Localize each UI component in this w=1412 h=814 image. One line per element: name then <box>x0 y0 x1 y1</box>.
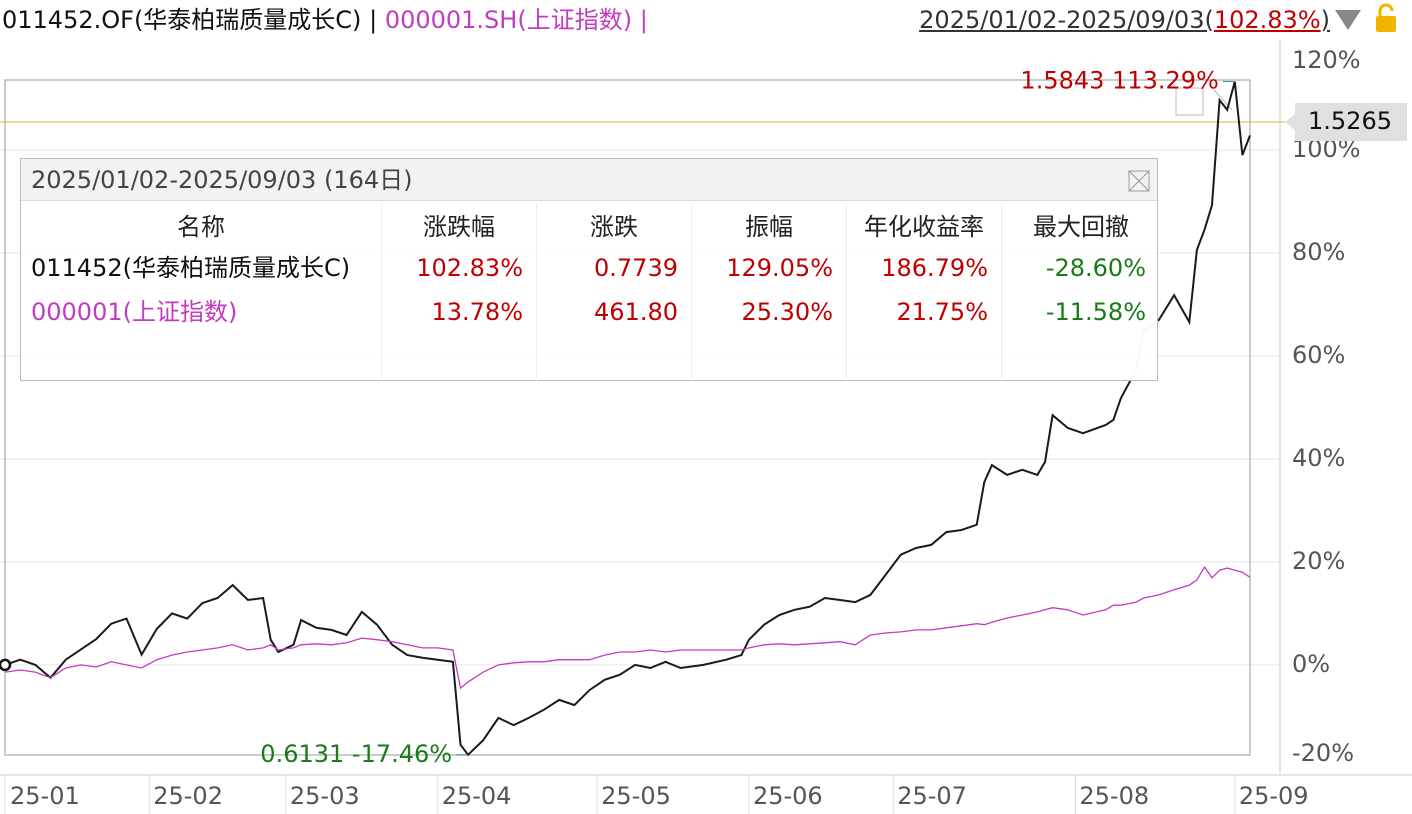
x-tick-label: 25-05 <box>601 782 671 810</box>
table-value: 21.75% <box>896 298 988 326</box>
x-tick-label: 25-09 <box>1239 782 1309 810</box>
annotation: 1.5843 113.29% <box>1020 67 1218 95</box>
column-header: 年化收益率 <box>864 213 984 241</box>
x-tick-label: 25-06 <box>753 782 823 810</box>
series-line <box>4 565 1251 690</box>
y-tick-label: 20% <box>1292 547 1345 575</box>
table-value: 13.78% <box>431 298 523 326</box>
panel-title: 2025/01/02-2025/09/03 (164日) <box>21 159 1157 201</box>
current-value-pointer <box>1285 114 1295 130</box>
table-value: -11.58% <box>1045 298 1146 326</box>
series-line <box>4 81 1251 757</box>
summary-panel: 2025/01/02-2025/09/03 (164日) 名称 涨跌幅 涨跌 振幅 年化… <box>20 158 1158 381</box>
lock-shackle <box>1378 3 1394 16</box>
column-separator <box>381 203 382 381</box>
table-value: 102.83% <box>416 254 523 282</box>
annotation: 0.6131 -17.46% <box>260 740 452 768</box>
column-header: 最大回撤 <box>1033 213 1129 241</box>
table-value: 25.30% <box>741 298 833 326</box>
column-separator <box>846 203 847 381</box>
period-close: ) <box>1320 6 1330 34</box>
table-value: 0.7739 <box>594 254 678 282</box>
column-header: 名称 <box>177 213 225 241</box>
separator: | <box>369 6 378 34</box>
row-name: 011452(华泰柏瑞质量成长C) <box>31 254 351 282</box>
legend: 011452.OF(华泰柏瑞质量成长C) | 000001.SH(上证指数) | <box>2 3 648 37</box>
column-separator <box>1001 203 1002 381</box>
table-value: -28.60% <box>1045 254 1146 282</box>
y-tick-label: 0% <box>1292 650 1330 678</box>
y-tick-label: -20% <box>1292 739 1354 767</box>
column-separator <box>536 203 537 381</box>
current-value: 1.5265 <box>1308 107 1392 135</box>
current-value-box <box>1295 103 1407 141</box>
lock-icon[interactable] <box>1376 16 1396 32</box>
x-tick-label: 25-01 <box>10 782 80 810</box>
zoom-icon[interactable] <box>1175 87 1204 116</box>
panel-close[interactable] <box>1127 169 1151 193</box>
legend-entry[interactable]: 011452.OF(华泰柏瑞质量成长C) <box>2 6 362 34</box>
y-tick-label: 80% <box>1292 238 1345 266</box>
y-tick-label: 120% <box>1292 46 1361 74</box>
period[interactable]: 2025/01/02-2025/09/03( <box>919 6 1214 34</box>
table-value: 186.79% <box>881 254 988 282</box>
column-header: 涨跌幅 <box>423 213 495 241</box>
dropdown-icon[interactable] <box>1335 10 1361 30</box>
column-header: 振幅 <box>745 213 793 241</box>
x-tick-label: 25-03 <box>290 782 360 810</box>
period-return: 102.83% <box>1213 6 1321 34</box>
row-name: 000001(上证指数) <box>31 298 238 326</box>
y-tick-label: 40% <box>1292 444 1345 472</box>
plot-frame <box>4 79 1251 756</box>
table-value: 461.80 <box>594 298 678 326</box>
column-separator <box>691 203 692 381</box>
period-info: 2025/01/02-2025/09/03(102.83%) <box>919 3 1330 37</box>
table-value: 129.05% <box>726 254 833 282</box>
x-tick-label: 25-04 <box>442 782 512 810</box>
y-tick-label: 60% <box>1292 341 1345 369</box>
separator: | <box>639 6 648 34</box>
column-header: 涨跌 <box>590 213 638 241</box>
start-marker <box>0 658 12 672</box>
x-tick-label: 25-02 <box>153 782 223 810</box>
x-tick-label: 25-08 <box>1079 782 1149 810</box>
legend-entry[interactable]: 000001.SH(上证指数) <box>384 6 633 34</box>
x-tick-label: 25-07 <box>897 782 967 810</box>
